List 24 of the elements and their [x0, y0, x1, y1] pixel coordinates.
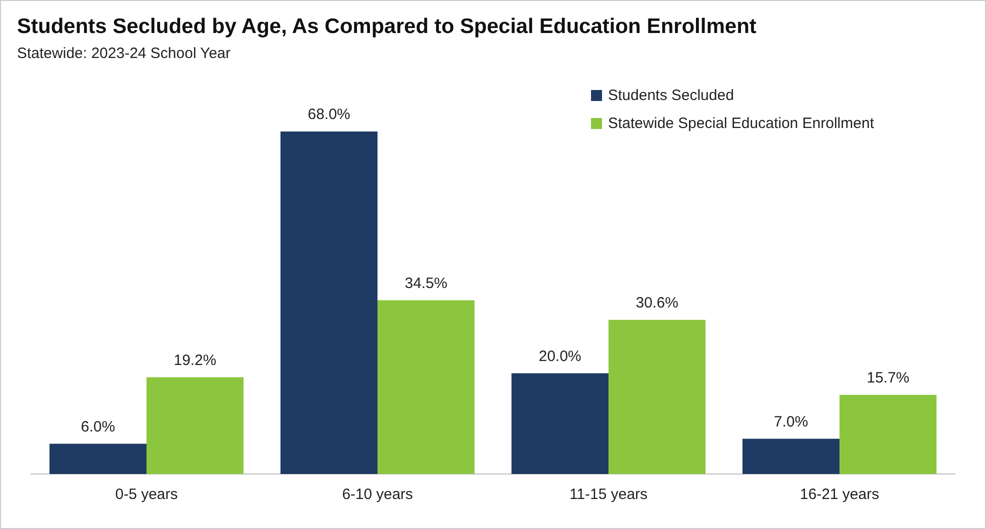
bar [280, 131, 378, 474]
legend-label: Students Secluded [608, 87, 734, 104]
data-label: 19.2% [174, 352, 216, 369]
data-label: 7.0% [774, 413, 808, 430]
bar [146, 377, 244, 474]
data-label: 20.0% [538, 348, 582, 365]
bar [840, 394, 937, 474]
bar [608, 320, 706, 474]
data-label: 30.6% [636, 294, 678, 312]
bar [378, 300, 475, 474]
x-tick-label: 6-10 years [342, 486, 413, 504]
data-label: 34.5% [404, 274, 448, 292]
data-label: 15.7% [866, 370, 910, 387]
chart-title: Students Secluded by Age, As Compared to Special Education Enrollment [17, 15, 756, 39]
x-tick-label: 11-15 years [569, 486, 648, 504]
x-tick-label: 16-21 years [800, 486, 880, 504]
legend-label: Statewide Special Education Enrollment [608, 115, 874, 132]
chart-subtitle: Statewide: 2023-24 School Year [17, 45, 230, 62]
bar [49, 444, 146, 474]
bar [511, 373, 608, 474]
x-tick-label: 0-5 years [115, 486, 178, 504]
data-label: 6.0% [80, 418, 116, 436]
data-label: 68.0% [308, 106, 350, 124]
bar [742, 438, 840, 474]
